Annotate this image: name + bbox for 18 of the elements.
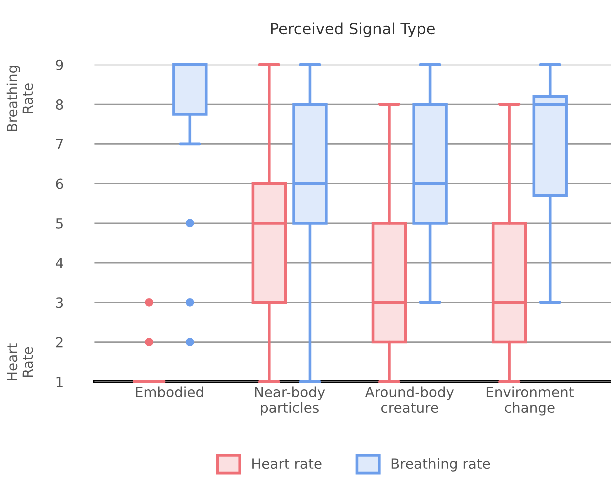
x-tick-label: Around-body creature	[365, 386, 454, 414]
y-tick-label: 9	[56, 60, 64, 70]
x-tick-label: Near-body particles	[255, 386, 326, 416]
legend-label: Heart rate	[252, 458, 322, 470]
x-tick-label: Environment change	[486, 386, 574, 416]
text: Heart Rate	[7, 344, 34, 381]
chart-title: Perceived Signal Type	[271, 22, 435, 38]
y-tick-label: 5	[56, 218, 63, 229]
y-tick-label: 3	[56, 298, 64, 308]
y-tick-label: 7	[56, 139, 63, 150]
y-tick-label: 4	[56, 258, 64, 268]
y-tick-label: 2	[56, 337, 63, 348]
y-tick-label: 1	[56, 377, 63, 388]
y-tick-label: 8	[56, 100, 64, 110]
legend-label: Breathing rate	[392, 458, 490, 472]
text: Breathing Rate	[6, 66, 34, 132]
y-tick-label: 6	[56, 178, 64, 190]
x-tick-label: Embodied	[136, 386, 204, 398]
